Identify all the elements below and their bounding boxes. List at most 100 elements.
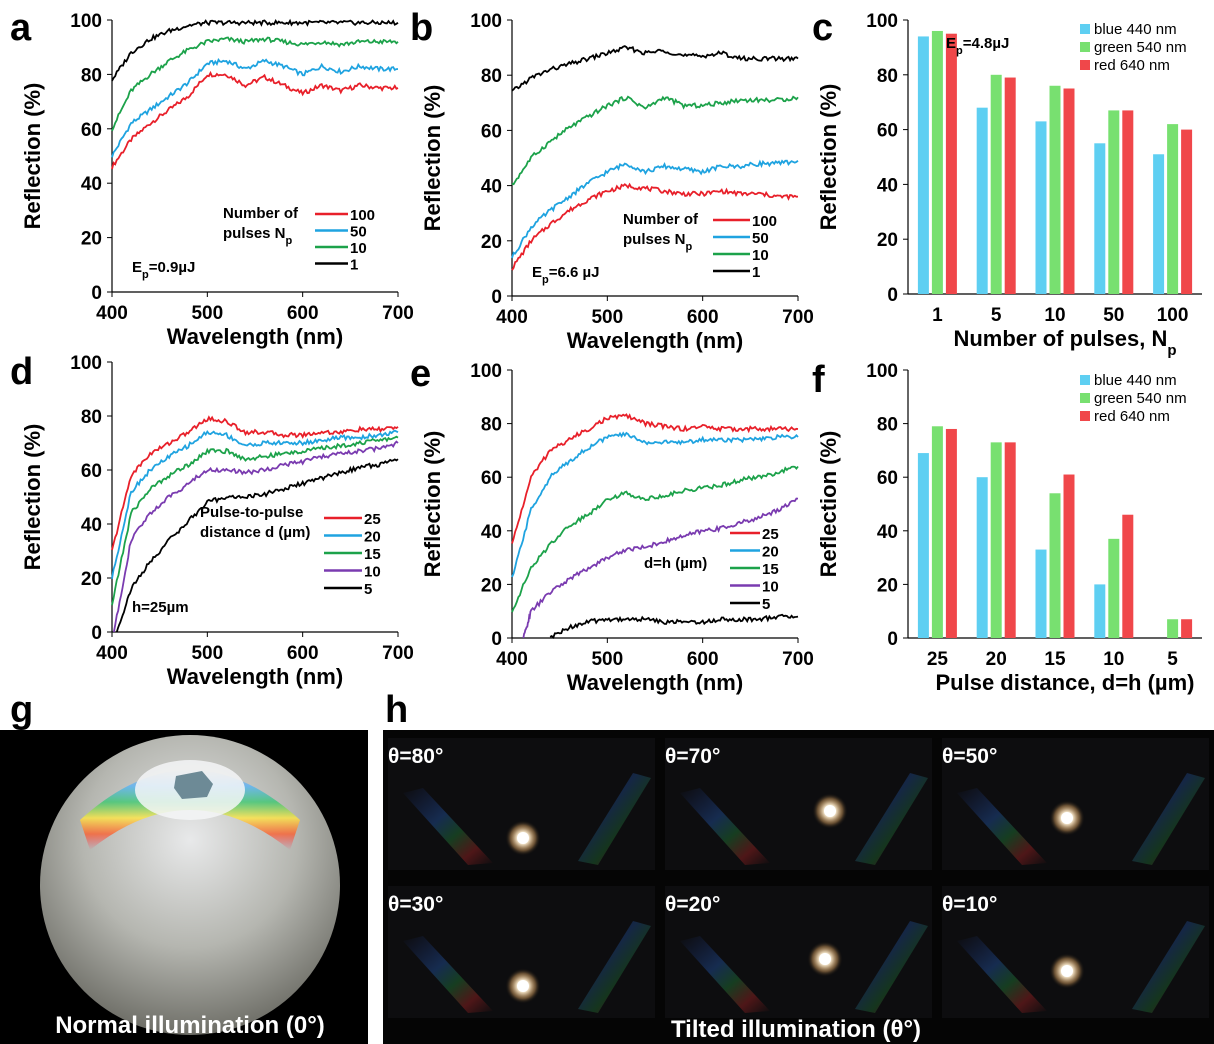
legend-swatch-f-0 <box>1080 375 1090 385</box>
x-tick-label-e: 700 <box>782 649 814 670</box>
bar-f-25-1 <box>931 426 943 638</box>
legend-label-d-20: 20 <box>364 529 381 546</box>
series-line-e-5 <box>549 613 799 640</box>
y-tick-label-e: 100 <box>470 361 502 382</box>
y-axis-label-a: Reflection (%) <box>20 83 45 230</box>
panel-label-g: g <box>10 689 33 731</box>
legend-label-a-50: 50 <box>350 224 367 241</box>
y-tick-label-f: 20 <box>877 575 898 596</box>
x-axis-label-c: Number of pulses, Np <box>953 326 1176 359</box>
bar-f-25-0 <box>917 453 929 638</box>
x-tick-label-c: 5 <box>991 305 1002 326</box>
photo-h-caption: Tilted illumination (θ°) <box>671 1016 921 1043</box>
bar-f-10-2 <box>1122 514 1134 638</box>
h-light-core <box>824 805 836 817</box>
panel-label-b: b <box>410 7 433 49</box>
x-tick-label-d: 500 <box>191 643 223 664</box>
x-tick-label-b: 600 <box>687 307 719 328</box>
x-tick-label-f: 25 <box>927 649 949 670</box>
legend-title-subscript-b: p <box>686 241 693 253</box>
series-line-a-100 <box>111 70 399 170</box>
y-tick-label-f: 60 <box>877 468 898 489</box>
sample-spot <box>174 771 213 799</box>
y-tick-label-e: 80 <box>481 415 502 436</box>
y-tick-label-e: 0 <box>491 629 502 650</box>
y-tick-label-d: 40 <box>81 515 102 536</box>
bar-c-100-2 <box>1181 129 1193 294</box>
x-tick-label-a: 600 <box>287 303 319 324</box>
series-line-e-10 <box>522 497 799 639</box>
x-tick-label-c: 50 <box>1103 305 1124 326</box>
bar-c-1-2 <box>945 33 957 294</box>
x-axis-label-d: Wavelength (nm) <box>167 664 343 689</box>
x-tick-label-b: 700 <box>782 307 814 328</box>
bar-f-20-2 <box>1004 442 1016 638</box>
legend-swatch-f-2 <box>1080 411 1090 421</box>
h-angle-label: θ=80° <box>388 745 443 768</box>
bar-f-10-0 <box>1094 584 1106 638</box>
panel-label-d: d <box>10 351 33 393</box>
y-axis-label-c: Reflection (%) <box>816 84 841 231</box>
bar-f-20-1 <box>990 442 1002 638</box>
y-tick-label-d: 80 <box>81 407 102 428</box>
series-line-d-15 <box>111 435 399 606</box>
legend-label-e-5: 5 <box>762 596 770 613</box>
legend-label-c-1: green 540 nm <box>1094 39 1187 56</box>
y-tick-label-c: 80 <box>877 66 898 87</box>
x-tick-label-a: 700 <box>382 303 414 324</box>
y-tick-label-a: 60 <box>81 120 102 141</box>
panel-label-c: c <box>812 7 833 49</box>
annotation-a: Ep=0.9µJ <box>132 259 195 281</box>
x-tick-label-e: 600 <box>687 649 719 670</box>
y-tick-label-b: 0 <box>491 287 502 308</box>
x-axis-label-subscript-c: p <box>1167 342 1176 359</box>
y-tick-label-e: 20 <box>481 575 502 596</box>
y-tick-label-d: 20 <box>81 569 102 590</box>
photo-h: h θ=80° θ=70° θ=50° θ=30° θ=20° θ=10° Tilted … <box>383 689 1214 1044</box>
legend-label-a-10: 10 <box>350 240 367 257</box>
panel-label-e: e <box>410 353 431 395</box>
x-tick-label-d: 400 <box>96 643 128 664</box>
h-diffraction-beam <box>578 773 651 865</box>
y-axis-label-e: Reflection (%) <box>420 431 445 578</box>
bar-f-15-1 <box>1049 493 1061 638</box>
y-tick-label-f: 40 <box>877 522 898 543</box>
legend-label-b-100: 100 <box>752 213 777 230</box>
y-tick-label-b: 60 <box>481 121 502 142</box>
h-light-core <box>1061 965 1073 977</box>
series-line-e-15 <box>511 465 799 613</box>
y-tick-label-c: 20 <box>877 230 898 251</box>
bar-f-5-2 <box>1181 619 1193 638</box>
bar-f-10-1 <box>1108 538 1120 638</box>
bar-f-15-0 <box>1035 549 1047 638</box>
legend-swatch-c-0 <box>1080 24 1090 34</box>
y-tick-label-e: 40 <box>481 522 502 543</box>
h-diffraction-beam <box>403 788 493 865</box>
legend-label-e-10: 10 <box>762 579 779 596</box>
legend-label-d-15: 15 <box>364 546 381 563</box>
photo-g-caption: Normal illumination (0°) <box>55 1012 325 1039</box>
y-tick-label-c: 40 <box>877 175 898 196</box>
h-tile: θ=10° <box>942 886 1209 1018</box>
bar-c-1-0 <box>917 36 929 294</box>
h-light-core <box>517 980 529 992</box>
series-line-d-5 <box>115 458 399 633</box>
h-light-core <box>819 953 831 965</box>
h-diffraction-beam <box>957 936 1047 1013</box>
legend-title-a: pulses Np <box>223 225 293 247</box>
legend-title-b: pulses Np <box>623 231 693 253</box>
x-tick-label-a: 400 <box>96 303 128 324</box>
bar-c-5-2 <box>1004 77 1016 294</box>
chart-f: f 0 20 40 60 80 100 Reflection (%) 25 20 15 10 5Puls… <box>812 359 1202 695</box>
legend-label-e-25: 25 <box>762 526 779 543</box>
y-tick-label-c: 0 <box>887 285 898 306</box>
legend-label-a-100: 100 <box>350 207 375 224</box>
x-tick-label-c: 100 <box>1157 305 1189 326</box>
h-light-core <box>1061 812 1073 824</box>
legend-label-e-15: 15 <box>762 561 779 578</box>
h-diffraction-beam <box>578 921 651 1013</box>
h-angle-label: θ=20° <box>665 893 720 916</box>
photo-g: g Normal illumination (0°) <box>0 689 368 1044</box>
legend-label-d-5: 5 <box>364 581 372 598</box>
